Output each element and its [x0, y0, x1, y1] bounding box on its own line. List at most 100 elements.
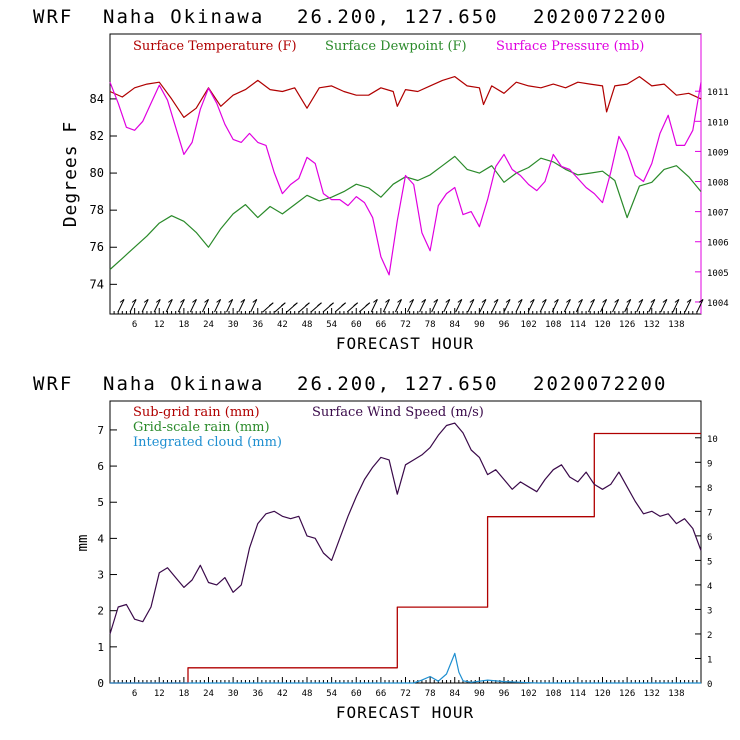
wind-barb-flag [650, 298, 656, 303]
wind-barb [226, 299, 234, 313]
y2-tick-label: 9 [707, 459, 712, 469]
chart-1-y-ticks: 74 76 78 80 82 84 [90, 92, 117, 291]
x-tick-label: 114 [570, 320, 586, 330]
wind-barb-flag [397, 298, 402, 303]
y2-tick-label: 3 [707, 606, 712, 616]
y2-tick-label: 4 [707, 582, 712, 592]
x-tick-label: 24 [203, 320, 214, 330]
wind-barb [214, 299, 222, 313]
chart-1-model: WRF [33, 6, 73, 28]
x-tick-label: 138 [668, 689, 684, 699]
series-line-surface-dewpoint [109, 155, 702, 270]
legend-surface-dewpoint: Surface Dewpoint (F) [325, 39, 467, 54]
wind-barb-flag [541, 298, 547, 303]
wind-barb [165, 299, 173, 313]
legend-grid-scale-rain: Grid-scale rain (mm) [133, 420, 270, 435]
x-tick-label: 18 [178, 689, 189, 699]
y-tick-label: 1 [97, 641, 104, 654]
wind-barb-flag [293, 302, 298, 307]
x-tick-label: 42 [277, 689, 288, 699]
wind-barb-flag [614, 298, 619, 303]
x-tick-label: 120 [594, 320, 610, 330]
wind-barb-flag [433, 298, 439, 303]
x-tick-label: 84 [449, 689, 460, 699]
x-tick-label: 114 [570, 689, 586, 699]
x-tick-label: 18 [178, 320, 189, 330]
wind-barb [636, 299, 644, 313]
chart-2-header: WRF Naha Okinawa 26.200, 127.650 2020072… [33, 373, 665, 395]
y2-tick-label: 5 [707, 557, 712, 567]
legend-sub-grid-rain: Sub-grid rain (mm) [133, 405, 260, 420]
legend-surface-temperature: Surface Temperature (F) [133, 39, 297, 54]
y2-tick-label: 1007 [707, 209, 729, 219]
chart-1-y-axis-label: Degrees F [60, 121, 81, 228]
y-tick-label: 7 [97, 424, 104, 437]
wind-barb [696, 299, 704, 313]
chart-1-x-ticks: 6 12 18 24 30 36 42 48 54 60 66 72 78 84 90 96 102 108 114… [113, 308, 698, 330]
wind-barb [431, 299, 439, 313]
wind-barb-flag [317, 302, 322, 307]
series-line-integrated-cloud [110, 652, 701, 684]
wind-barb-flag [228, 298, 233, 303]
y2-tick-label: 1009 [707, 148, 729, 158]
wind-barb [600, 299, 608, 313]
chart-1-y2-ticks: 1004 1005 1006 1007 1008 1009 1010 1011 [695, 88, 729, 309]
x-tick-label: 30 [228, 320, 239, 330]
y2-tick-label: 1008 [707, 179, 729, 189]
y2-tick-label: 6 [707, 533, 712, 543]
y-tick-label: 78 [90, 203, 104, 217]
wind-barb-flag [373, 298, 378, 303]
wind-barb [684, 299, 692, 313]
x-tick-label: 54 [326, 689, 337, 699]
chart-2-location: Naha Okinawa [103, 373, 264, 395]
x-tick-label: 102 [520, 689, 536, 699]
wind-barb [238, 299, 246, 313]
chart-2-y-ticks: 0 1 2 3 4 5 6 7 [97, 424, 117, 690]
chart-2-y2-ticks: 0 1 2 3 4 5 6 7 8 9 10 [695, 435, 718, 690]
wind-barb [177, 299, 185, 313]
wind-barb-flag [554, 298, 559, 303]
wind-barb [250, 299, 258, 313]
wind-barb-flag [698, 298, 704, 303]
wind-barb [455, 299, 463, 313]
y-tick-label: 82 [90, 129, 104, 143]
x-tick-label: 108 [545, 689, 561, 699]
chart-1-header: WRF Naha Okinawa 26.200, 127.650 2020072… [33, 6, 667, 28]
x-tick-label: 24 [203, 689, 214, 699]
x-tick-label: 48 [302, 320, 313, 330]
chart-1-plot-frame [109, 33, 702, 315]
x-tick-label: 90 [474, 689, 485, 699]
wind-barb-flag [566, 298, 571, 303]
y2-tick-label: 1010 [707, 118, 729, 128]
wind-barb-flag [445, 298, 451, 303]
wind-barb-flag [626, 298, 632, 303]
wind-barb-flag [155, 298, 161, 303]
x-tick-label: 72 [400, 320, 411, 330]
y-tick-label: 3 [97, 569, 104, 582]
y2-tick-label: 0 [707, 680, 712, 690]
chart-1-series [109, 76, 702, 276]
wind-barb-flag [409, 298, 414, 303]
wind-barb [189, 299, 197, 313]
wind-barb [527, 299, 535, 313]
x-tick-label: 12 [154, 320, 165, 330]
wind-barb-flag [517, 298, 523, 303]
x-tick-label: 42 [277, 320, 288, 330]
x-tick-label: 126 [619, 689, 635, 699]
x-tick-label: 96 [499, 320, 510, 330]
legend-integrated-cloud: Integrated cloud (mm) [133, 435, 282, 450]
x-tick-label: 36 [252, 320, 263, 330]
y-tick-label: 6 [97, 460, 104, 473]
wind-barb [479, 299, 487, 313]
x-tick-label: 30 [228, 689, 239, 699]
wind-barb [419, 299, 427, 313]
wind-barb-flag [353, 302, 359, 307]
chart-1-wind-barbs [117, 298, 704, 313]
wind-barb-flag [602, 298, 607, 303]
wind-barb [515, 299, 523, 313]
y2-tick-label: 1005 [707, 269, 729, 279]
wind-barb-flag [686, 298, 692, 303]
wind-barb-flag [341, 302, 346, 307]
chart-1-init-time: 2020072200 [533, 6, 667, 28]
chart-1-location: Naha Okinawa [103, 6, 264, 28]
